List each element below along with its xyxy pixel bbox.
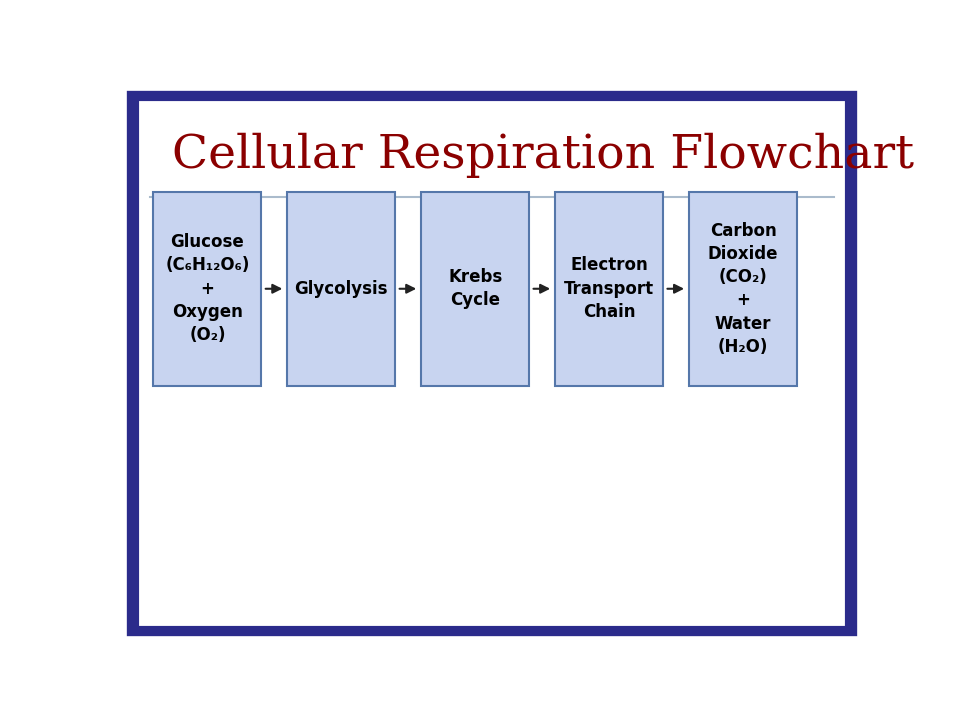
Text: Carbon: Carbon <box>709 222 777 240</box>
Text: Glucose: Glucose <box>171 233 244 251</box>
Text: Dioxide: Dioxide <box>708 245 779 263</box>
Text: Water: Water <box>715 315 771 333</box>
Text: Transport: Transport <box>564 280 655 298</box>
Text: Chain: Chain <box>583 303 636 321</box>
Text: Cycle: Cycle <box>450 292 500 310</box>
Text: +: + <box>736 292 750 310</box>
Text: (C₆H₁₂O₆): (C₆H₁₂O₆) <box>165 256 250 274</box>
Text: Glycolysis: Glycolysis <box>295 280 388 298</box>
Text: Oxygen: Oxygen <box>172 303 243 321</box>
Text: Cellular Respiration Flowchart: Cellular Respiration Flowchart <box>172 133 914 179</box>
Text: (CO₂): (CO₂) <box>719 268 767 286</box>
FancyBboxPatch shape <box>689 192 797 386</box>
Text: (H₂O): (H₂O) <box>718 338 768 356</box>
Text: (O₂): (O₂) <box>189 326 226 344</box>
FancyBboxPatch shape <box>421 192 529 386</box>
Text: Electron: Electron <box>570 256 648 274</box>
FancyBboxPatch shape <box>555 192 663 386</box>
FancyBboxPatch shape <box>287 192 396 386</box>
Text: +: + <box>201 280 214 298</box>
Text: Krebs: Krebs <box>448 268 502 286</box>
FancyBboxPatch shape <box>154 192 261 386</box>
